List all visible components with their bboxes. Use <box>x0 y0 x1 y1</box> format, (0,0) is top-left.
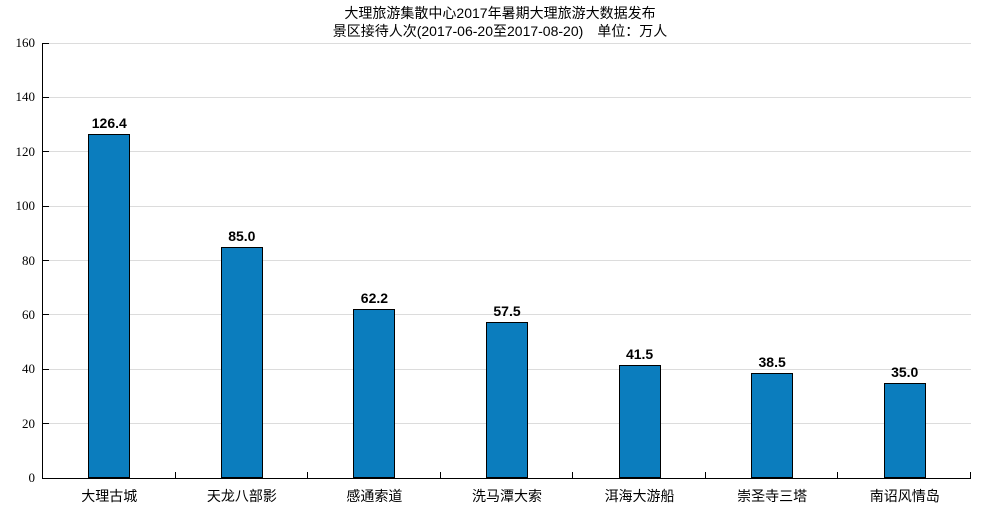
bar-value-label: 35.0 <box>891 363 919 380</box>
x-axis-tick <box>440 472 441 478</box>
y-gridline <box>43 205 971 207</box>
y-axis-tick <box>43 314 49 316</box>
x-axis-tick <box>175 472 176 478</box>
x-axis-tick <box>572 472 573 478</box>
y-tick-label: 160 <box>15 35 36 50</box>
chart-title-line1: 大理旅游集散中心2017年暑期大理旅游大数据发布 <box>344 5 656 21</box>
y-axis-tick <box>43 205 49 207</box>
y-tick-label: 20 <box>22 415 35 431</box>
bar-value-label: 126.4 <box>91 115 127 132</box>
x-axis-tick <box>837 472 838 478</box>
y-axis-tick <box>43 260 49 261</box>
y-tick-label: 80 <box>22 252 35 268</box>
bar[interactable] <box>353 308 396 478</box>
x-category-label: 崇圣寺三塔 <box>737 490 808 505</box>
x-category-label: 大理古城 <box>81 490 138 505</box>
y-axis-tick <box>43 42 49 44</box>
plot-area: 0 20 40 60 80 100 120 140 160 126.4 大理古城 85.0 天龙八部影 6… <box>16 35 971 505</box>
bar[interactable] <box>486 321 528 478</box>
x-category-label: 洱海大游船 <box>604 490 675 505</box>
y-axis-tick <box>43 423 49 425</box>
bar-value-label: 38.5 <box>758 354 786 371</box>
x-axis-tick <box>970 472 971 478</box>
y-gridline <box>43 42 971 44</box>
x-axis-tick <box>307 472 308 478</box>
y-tick-label: 0 <box>28 470 36 485</box>
y-tick-label: 120 <box>15 143 36 159</box>
x-category-label: 天龙八部影 <box>206 490 277 505</box>
y-tick-label: 140 <box>15 89 36 105</box>
bar-value-label: 57.5 <box>493 302 521 319</box>
bar[interactable] <box>751 373 794 478</box>
chart-title-line2: 景区接待人次(2017-06-20至2017-08-20) 单位：万人 <box>332 23 668 39</box>
bar[interactable] <box>883 382 926 478</box>
y-gridline <box>43 151 971 153</box>
y-axis-tick <box>43 368 49 370</box>
bar-value-label: 62.2 <box>360 289 389 306</box>
x-category-label: 洗马潭大索 <box>472 490 542 505</box>
y-tick-label: 40 <box>22 361 35 377</box>
chart-title: 大理旅游集散中心2017年暑期大理旅游大数据发布 景区接待人次(2017-06-… <box>0 4 1000 40</box>
y-gridline <box>43 260 971 261</box>
y-tick-label: 60 <box>22 306 35 322</box>
y-gridline <box>43 96 971 98</box>
x-axis-tick <box>705 472 706 478</box>
bar[interactable] <box>618 365 661 478</box>
y-tick-label: 100 <box>15 198 36 214</box>
y-axis-tick <box>43 96 49 98</box>
bar[interactable] <box>88 134 131 478</box>
bar-value-label: 41.5 <box>625 346 654 363</box>
x-category-label: 南诏风情岛 <box>869 490 940 505</box>
x-category-label: 感通索道 <box>346 490 403 505</box>
y-axis-tick <box>43 151 49 153</box>
bar-value-label: 85.0 <box>228 227 256 244</box>
y-gridline <box>43 314 971 316</box>
bar[interactable] <box>220 246 263 478</box>
